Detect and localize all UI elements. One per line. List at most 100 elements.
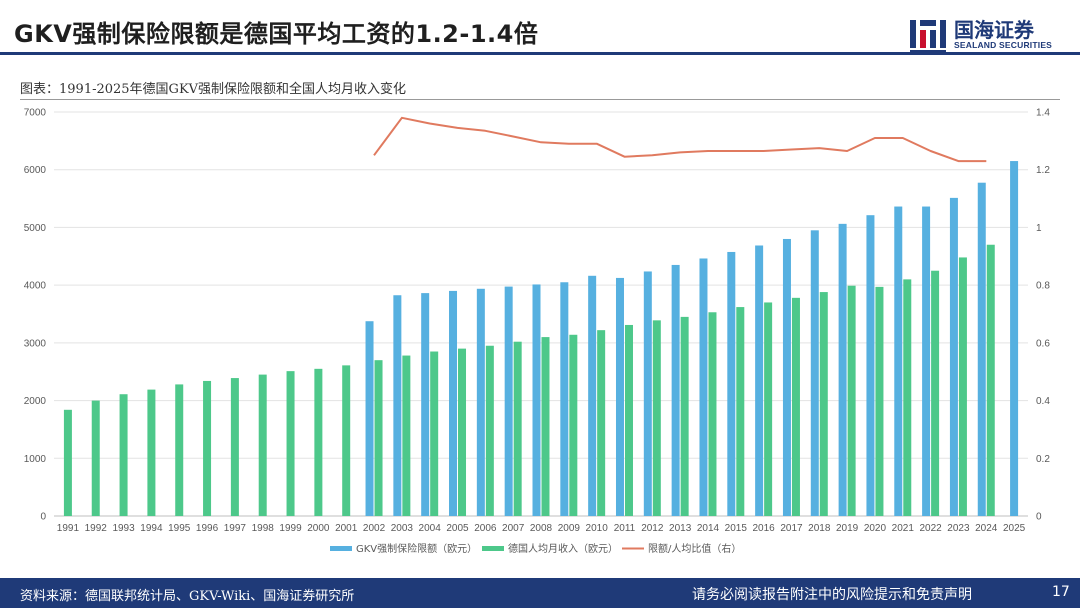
bar-limit-2012 <box>643 271 652 516</box>
left-axis-tick-label: 2000 <box>24 396 47 407</box>
right-axis-tick-label: 0.4 <box>1036 396 1050 407</box>
x-axis-tick-label: 2001 <box>335 523 358 534</box>
x-axis-tick-label: 1996 <box>196 523 219 534</box>
bar-limit-2018 <box>810 230 819 517</box>
bar-income-2009 <box>569 334 578 516</box>
legend-swatch-limit <box>330 546 352 551</box>
x-axis-tick-label: 2017 <box>780 523 803 534</box>
x-axis-tick-label: 2016 <box>753 523 776 534</box>
bar-income-2007 <box>513 341 522 516</box>
bar-limit-2004 <box>421 293 430 516</box>
x-axis-tick-label: 2020 <box>864 523 887 534</box>
x-axis-tick-label: 1995 <box>168 523 191 534</box>
x-axis-tick-label: 2010 <box>586 523 609 534</box>
logo-text-cn: 国海证券 <box>954 18 1034 42</box>
x-axis-tick-label: 2024 <box>975 523 998 534</box>
header-rule <box>0 52 1080 55</box>
bar-series <box>63 161 1019 517</box>
bar-income-1991 <box>63 409 72 516</box>
bar-income-2002 <box>374 360 383 516</box>
bar-income-2021 <box>903 279 912 516</box>
bar-limit-2006 <box>476 288 485 516</box>
bar-income-2001 <box>342 365 351 516</box>
chart-legend: GKV强制保险限额（欧元） 德国人均月收入（欧元） 限额/人均比值（右） <box>330 542 741 555</box>
bar-income-1996 <box>203 380 212 516</box>
grid-lines <box>54 111 1028 517</box>
footer-disclaimer: 请务必阅读报告附注中的风险提示和免责声明 <box>692 587 972 603</box>
x-axis-tick-label: 2014 <box>697 523 720 534</box>
x-axis-tick-label: 2021 <box>892 523 915 534</box>
x-axis-tick-label: 2013 <box>669 523 692 534</box>
x-axis-tick-label: 2003 <box>391 523 414 534</box>
bar-income-2016 <box>764 302 773 516</box>
page-number: 17 <box>1052 584 1070 600</box>
bar-income-2017 <box>791 297 800 516</box>
bar-income-1998 <box>258 374 267 516</box>
x-axis-tick-label: 1993 <box>112 523 135 534</box>
bar-limit-2003 <box>393 295 402 516</box>
x-axis-tick-label: 2006 <box>474 523 497 534</box>
bar-income-2018 <box>819 292 828 516</box>
x-axis-tick-label: 2011 <box>614 523 636 534</box>
left-axis-tick-label: 3000 <box>24 338 47 349</box>
bar-limit-2020 <box>866 215 875 516</box>
bar-limit-2013 <box>671 264 680 516</box>
bar-income-2011 <box>624 324 633 516</box>
x-axis-tick-label: 2022 <box>919 523 942 534</box>
left-axis-tick-label: 1000 <box>24 454 47 465</box>
bar-income-1993 <box>119 394 128 516</box>
x-axis-tick-label: 2004 <box>419 523 442 534</box>
bar-limit-2011 <box>615 277 624 516</box>
figure-caption: 图表：1991-2025年德国GKV强制保险限额和全国人均月收入变化 <box>20 82 407 97</box>
bar-limit-2019 <box>838 223 847 516</box>
right-axis-tick-label: 0 <box>1036 512 1042 523</box>
legend-label-limit: GKV强制保险限额（欧元） <box>356 542 477 555</box>
left-axis-tick-label: 6000 <box>24 165 47 176</box>
x-axis-tick-label: 2019 <box>836 523 859 534</box>
left-axis-tick-label: 5000 <box>24 223 47 234</box>
footer-source: 资料来源：德国联邦统计局、GKV-Wiki、国海证券研究所 <box>20 589 355 604</box>
axis-ticks: 0 1000 2000 3000 4000 5000 6000 7000 0 0.2 0.4 0.6 0… <box>24 108 1051 535</box>
bar-income-1995 <box>175 384 184 516</box>
x-axis-tick-label: 1997 <box>224 523 247 534</box>
bar-limit-2023 <box>949 197 958 517</box>
bar-income-2000 <box>314 368 323 516</box>
bar-income-2005 <box>458 348 467 516</box>
bar-limit-2024 <box>977 182 986 516</box>
bar-limit-2014 <box>699 258 708 516</box>
legend-label-income: 德国人均月收入（欧元） <box>508 542 618 555</box>
bar-limit-2009 <box>560 282 569 516</box>
right-axis-tick-label: 0.2 <box>1036 454 1050 465</box>
x-axis-tick-label: 2000 <box>307 523 330 534</box>
right-axis-tick-label: 0.6 <box>1036 338 1050 349</box>
page-title: GKV强制保险限额是德国平均工资的1.2-1.4倍 <box>14 20 539 48</box>
left-axis-tick-label: 7000 <box>24 108 47 119</box>
bar-income-2008 <box>541 337 550 516</box>
bar-income-1999 <box>286 371 295 516</box>
x-axis-tick-label: 2018 <box>808 523 831 534</box>
x-axis-tick-label: 2015 <box>725 523 748 534</box>
bar-limit-2010 <box>588 275 597 516</box>
left-axis-tick-label: 4000 <box>24 281 47 292</box>
x-axis-tick-label: 2012 <box>641 523 664 534</box>
bar-limit-2005 <box>449 290 458 516</box>
bar-income-2012 <box>652 320 661 516</box>
combo-chart: 0 1000 2000 3000 4000 5000 6000 7000 0 0.2 0.4 0.6 0… <box>24 108 1051 556</box>
x-axis-tick-label: 1999 <box>279 523 302 534</box>
bar-income-2015 <box>736 307 745 516</box>
bar-limit-2002 <box>365 321 374 516</box>
ratio-line <box>373 116 987 163</box>
x-axis-tick-label: 1994 <box>140 523 163 534</box>
caption-rule <box>20 99 1060 100</box>
bar-limit-2021 <box>894 206 903 516</box>
bar-limit-2022 <box>922 206 931 516</box>
bar-limit-2016 <box>755 245 764 516</box>
bar-income-2006 <box>485 345 494 516</box>
x-axis-tick-label: 2002 <box>363 523 386 534</box>
sealand-logo-icon <box>910 20 946 54</box>
footer-bar: 资料来源：德国联邦统计局、GKV-Wiki、国海证券研究所 请务必阅读报告附注中… <box>0 578 1080 608</box>
bar-income-2020 <box>875 286 884 516</box>
right-axis-tick-label: 0.8 <box>1036 281 1050 292</box>
x-axis-tick-label: 2005 <box>446 523 469 534</box>
right-axis-tick-label: 1 <box>1036 223 1042 234</box>
